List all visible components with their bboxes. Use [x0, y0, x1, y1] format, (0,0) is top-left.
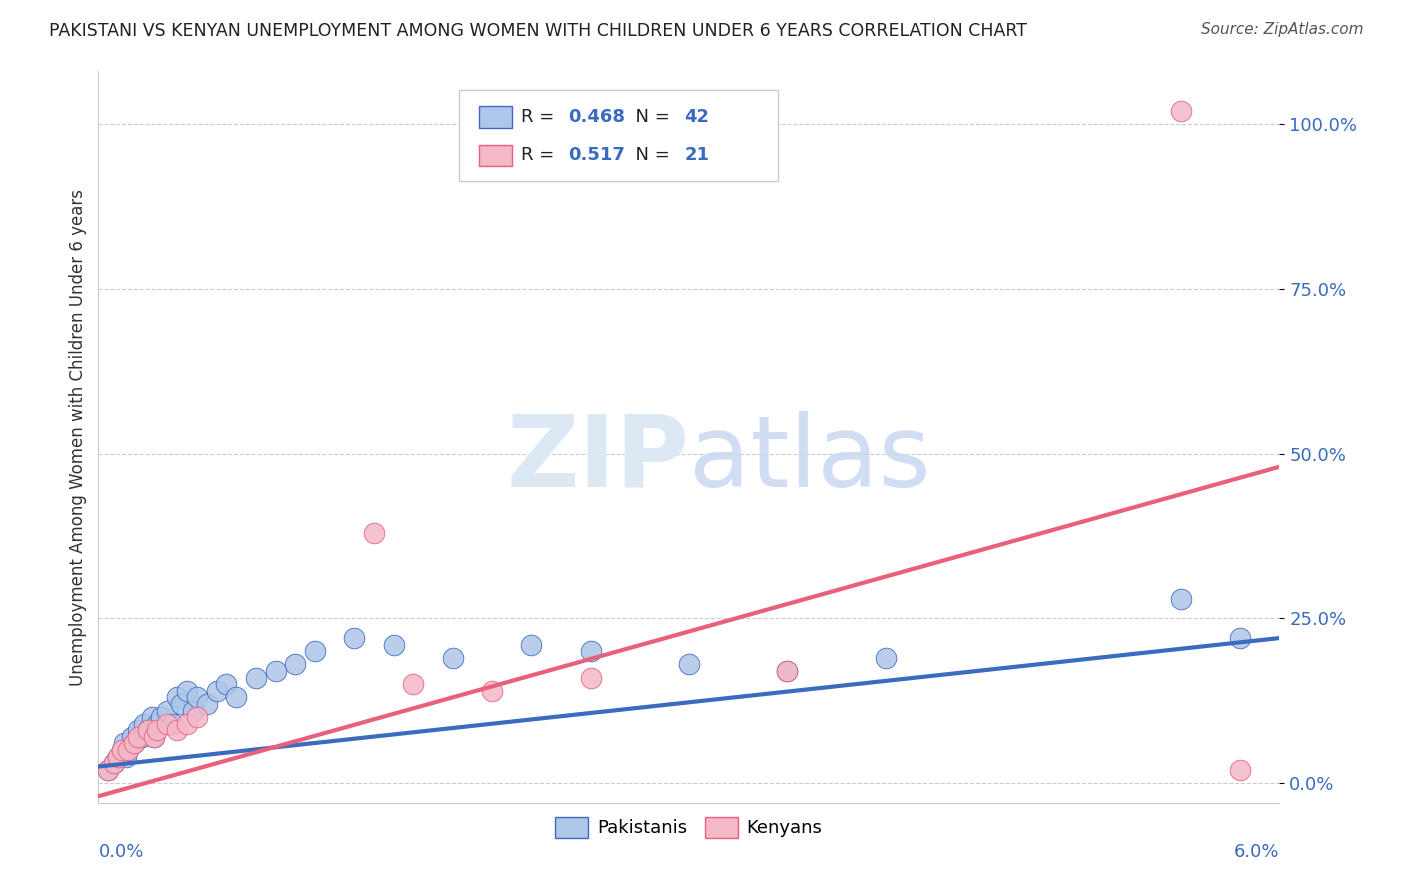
Point: [121, 730, 143, 744]
Point: [481, 683, 503, 698]
Text: N =: N =: [624, 146, 675, 164]
Point: [176, 683, 198, 698]
Text: PAKISTANI VS KENYAN UNEMPLOYMENT AMONG WOMEN WITH CHILDREN UNDER 6 YEARS CORRELA: PAKISTANI VS KENYAN UNEMPLOYMENT AMONG W…: [49, 22, 1028, 40]
Point: [122, 737, 145, 751]
Point: [103, 756, 125, 771]
Text: 0.468: 0.468: [568, 109, 626, 127]
FancyBboxPatch shape: [458, 90, 778, 181]
Point: [132, 716, 155, 731]
Point: [142, 730, 165, 744]
Point: [166, 690, 188, 705]
Y-axis label: Unemployment Among Women with Children Under 6 years: Unemployment Among Women with Children U…: [69, 188, 87, 686]
Point: [127, 723, 149, 738]
Point: [146, 716, 169, 731]
Text: N =: N =: [624, 109, 675, 127]
Point: [441, 650, 464, 665]
Point: [304, 644, 326, 658]
Point: [112, 737, 135, 751]
Point: [382, 638, 405, 652]
Point: [181, 704, 204, 718]
Point: [678, 657, 700, 672]
Point: [1229, 763, 1251, 777]
Point: [107, 749, 129, 764]
Point: [195, 697, 218, 711]
Point: [776, 664, 799, 678]
Point: [1170, 591, 1192, 606]
Text: 42: 42: [685, 109, 709, 127]
Point: [284, 657, 307, 672]
Point: [127, 730, 149, 744]
Point: [141, 710, 163, 724]
Point: [186, 710, 208, 724]
FancyBboxPatch shape: [478, 106, 512, 128]
FancyBboxPatch shape: [478, 145, 512, 167]
Point: [115, 749, 138, 764]
Text: 6.0%: 6.0%: [1234, 843, 1279, 861]
Text: ZIP: ZIP: [506, 410, 689, 508]
Text: R =: R =: [522, 146, 560, 164]
Point: [176, 716, 198, 731]
Point: [579, 671, 602, 685]
Point: [103, 756, 125, 771]
Point: [264, 664, 287, 678]
Point: [142, 730, 165, 744]
Point: [520, 638, 543, 652]
Point: [136, 723, 159, 738]
Point: [111, 743, 134, 757]
Point: [402, 677, 425, 691]
Text: atlas: atlas: [689, 410, 931, 508]
Point: [150, 710, 173, 724]
Text: 21: 21: [685, 146, 709, 164]
Point: [156, 704, 179, 718]
Point: [136, 723, 159, 738]
Point: [166, 723, 188, 738]
Point: [97, 763, 120, 777]
Point: [111, 743, 134, 757]
Text: Source: ZipAtlas.com: Source: ZipAtlas.com: [1201, 22, 1364, 37]
Legend: Pakistanis, Kenyans: Pakistanis, Kenyans: [548, 810, 830, 845]
Text: 0.0%: 0.0%: [98, 843, 143, 861]
Point: [156, 716, 179, 731]
Point: [205, 683, 228, 698]
Point: [107, 749, 129, 764]
Text: R =: R =: [522, 109, 560, 127]
Point: [146, 723, 169, 738]
Point: [1229, 631, 1251, 645]
Point: [97, 763, 120, 777]
Point: [162, 716, 184, 731]
Point: [225, 690, 247, 705]
Point: [875, 650, 897, 665]
Point: [245, 671, 267, 685]
Point: [186, 690, 208, 705]
Point: [343, 631, 366, 645]
Point: [117, 743, 139, 757]
Point: [131, 730, 153, 744]
Point: [776, 664, 799, 678]
Point: [170, 697, 193, 711]
Point: [363, 525, 385, 540]
Point: [579, 644, 602, 658]
Text: 0.517: 0.517: [568, 146, 626, 164]
Point: [117, 743, 139, 757]
Point: [122, 737, 145, 751]
Point: [1170, 103, 1192, 118]
Point: [215, 677, 238, 691]
